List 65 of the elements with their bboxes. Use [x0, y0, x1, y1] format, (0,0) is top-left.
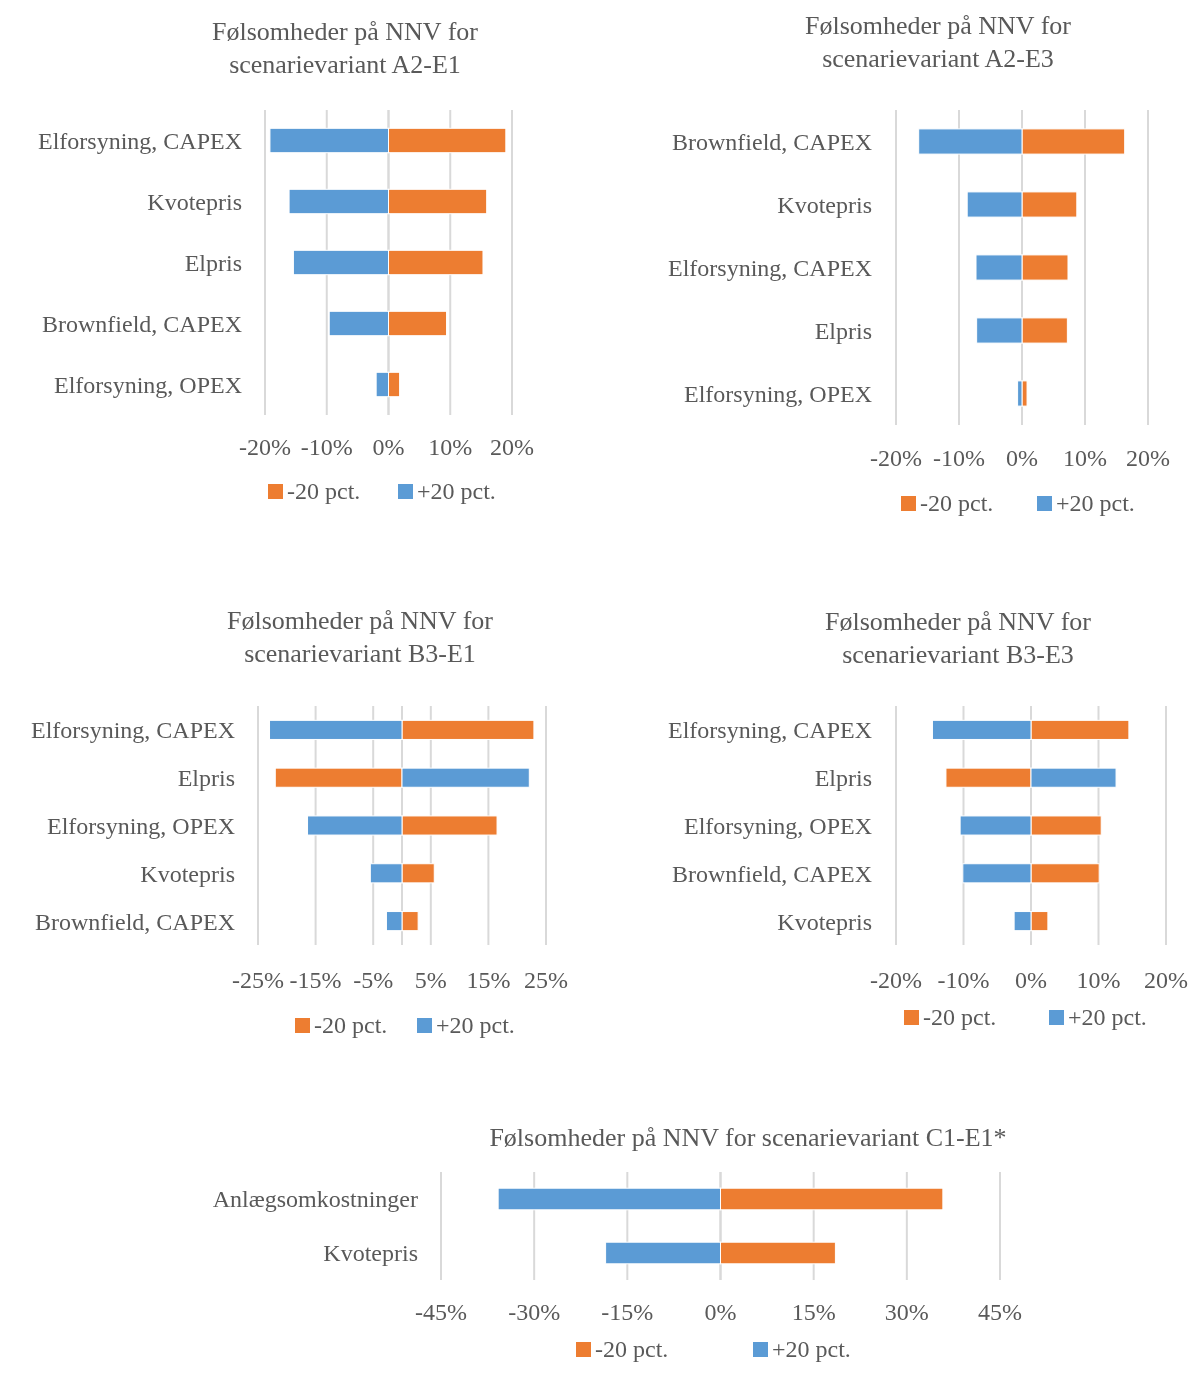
x-tick-label: -10%	[937, 967, 990, 993]
x-tick-label: 0%	[704, 1299, 737, 1325]
x-tick-label: -25%	[232, 967, 284, 993]
y-tick-label: Kvotepris	[140, 860, 235, 887]
x-tick-label: -5%	[353, 967, 394, 993]
x-tick-label: 0%	[1006, 445, 1038, 471]
legend-label: +20 pct.	[436, 1012, 515, 1038]
y-tick-label: Elforsyning, CAPEX	[668, 717, 872, 744]
y-tick-label: Kvotepris	[777, 191, 872, 218]
y-tick-label: Elforsyning, OPEX	[684, 380, 872, 407]
legend-label: -20 pct.	[595, 1336, 669, 1362]
x-tick-label: 10%	[1063, 445, 1107, 471]
y-tick-label: Brownfield, CAPEX	[672, 860, 872, 887]
x-tick-label: 0%	[1015, 967, 1047, 993]
x-tick-label: 25%	[524, 967, 568, 993]
x-tick-label: -30%	[508, 1299, 561, 1325]
legend-label: +20 pct.	[1056, 490, 1135, 516]
x-tick-label: 10%	[428, 434, 473, 460]
chart-title: Følsomheder på NNV for scenarievariant C1-E1*	[489, 1123, 1007, 1152]
y-tick-label: Kvotepris	[147, 188, 242, 215]
x-tick-label: 15%	[466, 967, 511, 993]
x-tick-label: -10%	[300, 434, 353, 460]
y-tick-label: Elpris	[814, 317, 872, 344]
x-tick-label: -20%	[870, 445, 922, 471]
y-tick-label: Elforsyning, CAPEX	[31, 717, 235, 744]
y-tick-label: Brownfield, CAPEX	[672, 128, 872, 155]
x-tick-label: -20%	[870, 967, 922, 993]
x-tick-label: 0%	[372, 434, 405, 460]
legend-label: -20 pct.	[923, 1004, 997, 1030]
x-tick-label: 30%	[884, 1299, 929, 1325]
legend-label: -20 pct.	[314, 1012, 388, 1038]
y-tick-label: Brownfield, CAPEX	[42, 310, 242, 337]
y-tick-label: Elforsyning, OPEX	[54, 371, 242, 398]
x-tick-label: 20%	[1126, 445, 1170, 471]
y-tick-label: Elforsyning, CAPEX	[38, 127, 242, 154]
x-tick-label: -15%	[601, 1299, 654, 1325]
y-tick-label: Brownfield, CAPEX	[35, 908, 235, 935]
x-tick-label: -10%	[933, 445, 985, 471]
x-tick-label: 15%	[791, 1299, 836, 1325]
x-tick-label: 20%	[1144, 967, 1188, 993]
y-tick-label: Kvotepris	[777, 908, 872, 935]
legend-label: +20 pct.	[772, 1336, 851, 1362]
legend-label: +20 pct.	[417, 478, 496, 504]
legend-label: -20 pct.	[920, 490, 994, 516]
x-tick-label: 5%	[414, 967, 447, 993]
y-tick-label: Elpris	[814, 765, 872, 792]
x-tick-label: -45%	[415, 1299, 467, 1325]
chart-title: Følsomheder på NNV for scenarievariant B3-E3	[825, 607, 1092, 669]
legend-label: -20 pct.	[287, 478, 361, 504]
x-tick-label: -15%	[289, 967, 342, 993]
y-tick-label: Elpris	[184, 249, 242, 276]
y-tick-label: Kvotepris	[323, 1240, 418, 1267]
legend-label: +20 pct.	[1068, 1004, 1147, 1030]
y-tick-label: Anlægsomkostninger	[212, 1186, 418, 1213]
y-tick-label: Elpris	[177, 765, 235, 792]
chart-title: Følsomheder på NNV for scenarievariant B3-E1	[227, 606, 494, 668]
y-tick-label: Elforsyning, CAPEX	[668, 254, 872, 281]
x-tick-label: 45%	[978, 1299, 1022, 1325]
x-tick-label: 10%	[1076, 967, 1121, 993]
x-tick-label: 20%	[490, 434, 534, 460]
y-tick-label: Elforsyning, OPEX	[684, 812, 872, 839]
chart-title: Følsomheder på NNV for scenarievariant A2-E3	[805, 11, 1072, 73]
chart-title: Følsomheder på NNV for scenarievariant A2-E1	[212, 17, 479, 79]
y-tick-label: Elforsyning, OPEX	[47, 812, 235, 839]
x-tick-label: -20%	[239, 434, 291, 460]
